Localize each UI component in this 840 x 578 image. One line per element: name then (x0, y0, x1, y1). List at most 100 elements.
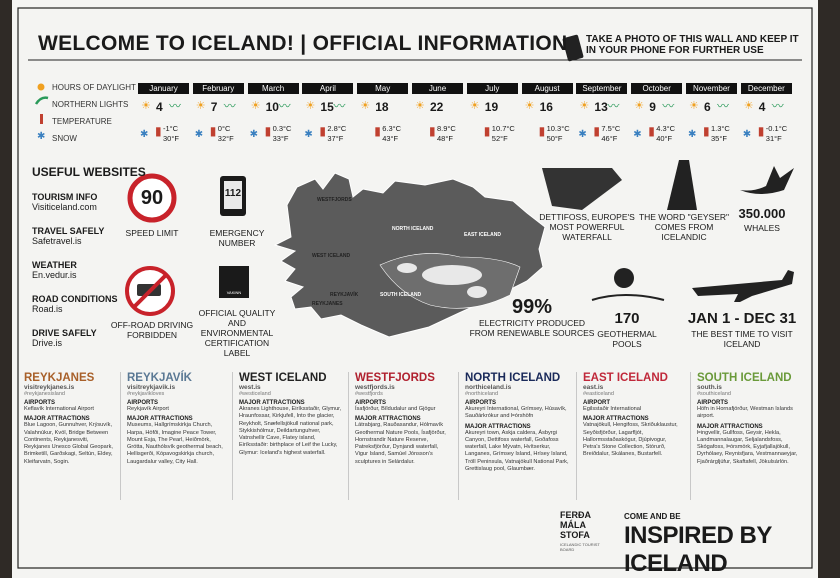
daylight-hours: 10 (265, 100, 279, 114)
region-name: SOUTH ICELAND (697, 372, 792, 384)
daylight-hours: 6 (704, 100, 711, 114)
sun-icon: ☀ (524, 100, 535, 112)
region-site: westfjords.is (355, 384, 395, 391)
title: WELCOME TO ICELAND! | OFFICIAL INFORMATI… (38, 32, 568, 55)
speed-sign: 90 (140, 187, 164, 209)
vakinn-sign: VAKINN (226, 290, 242, 295)
region-name: WEST ICELAND (239, 372, 327, 384)
airports-heading: AIRPORTS (355, 400, 387, 406)
region-column: REYKJAVÍK visitreykjavik.is #reykjaviklove… (120, 372, 232, 500)
visit-label: THE BEST TIME TO VISIT ICELAND (691, 329, 793, 349)
board-sub: ICELANDIC TOURIST BOARD (560, 542, 600, 552)
snow-icon: ✱ (578, 129, 587, 140)
region-column: REYKJANES visitreykjanes.is #reykjanesisla… (18, 372, 120, 500)
month-name: April (302, 83, 354, 94)
northern-lights-icon: 〰 (662, 99, 675, 113)
region-name: WESTFJORDS (355, 372, 435, 384)
region-site: south.is (697, 384, 722, 391)
airports: Ísafjörður, Bíldudalur and Gjögur (355, 406, 436, 412)
legend-item: SNOW (52, 134, 77, 143)
temp-f: 52°F (491, 134, 508, 143)
temp-c: 10.3°C (546, 124, 570, 133)
daylight-hours: 4 (156, 100, 163, 114)
airports-heading: AIRPORTS (24, 400, 56, 406)
month-name: November (686, 83, 737, 94)
temp-c: 0°C (217, 124, 231, 133)
pools-number: 170 (614, 310, 640, 327)
airports: Akureyri International, Grímsey, Húsavík… (465, 406, 567, 420)
region-name: NORTH ICELAND (465, 372, 561, 384)
northern-lights-icon: 〰 (333, 99, 346, 113)
temp-f: 35°F (711, 134, 727, 143)
region-tag: #southiceland (697, 391, 731, 397)
region-site: east.is (583, 384, 604, 391)
legend-item: TEMPERATURE (52, 117, 112, 126)
region-tag: #westfjords (355, 391, 383, 397)
attractions-heading: MAJOR ATTRACTIONS (583, 416, 649, 423)
thermometer-icon: ▮ (319, 124, 326, 138)
fact-dettifoss: DETTIFOSS, EUROPE'S MOST POWERFUL WATERF… (539, 212, 635, 242)
slogan-big: INSPIRED BY ICELAND (624, 522, 772, 577)
sun-icon: ☀ (305, 100, 316, 112)
temp-f: 40°F (656, 134, 673, 143)
slogan-small: COME AND BE (624, 512, 681, 521)
snow-icon: ✱ (249, 129, 258, 140)
legend-item: NORTHERN LIGHTS (52, 100, 129, 109)
website-label: DRIVE SAFELY (32, 328, 97, 338)
region-site: northiceland.is (465, 384, 512, 391)
attractions: Akranes Lighthouse, Eiríksstaðir, Glymur… (239, 406, 342, 456)
snow-icon: ✱ (304, 129, 313, 140)
airports: Keflavík International Airport (24, 406, 94, 412)
vakinn-label: OFFICIAL QUALITY AND ENVIRONMENTAL CERTI… (198, 308, 276, 358)
websites-title: USEFUL WEBSITES (32, 165, 146, 179)
region-tag: #reykjanesisland (24, 391, 65, 397)
temp-c: -0.1°C (765, 124, 788, 133)
thermometer-icon: ▮ (264, 124, 272, 138)
sun-icon: ☀ (469, 100, 480, 112)
sun-icon: ☀ (579, 100, 590, 112)
region-name: REYKJAVÍK (127, 372, 192, 384)
electricity-number: 99% (511, 296, 553, 318)
photo-note: TAKE A PHOTO OF THIS WALL AND KEEP IT IN… (586, 34, 799, 56)
attractions: Þingvellir, Gullfoss, Geysir, Hekla, Lan… (697, 429, 798, 465)
thermometer-icon: ▮ (593, 124, 600, 138)
artwork: ✱ (17, 7, 813, 569)
daylight-hours: 13 (594, 100, 608, 114)
thermometer-icon: ▮ (155, 124, 162, 138)
temp-c: 7.5°C (601, 124, 621, 133)
visit-dates: JAN 1 - DEC 31 (687, 310, 797, 327)
temp-c: 10.7°C (491, 124, 515, 133)
temp-f: 33°F (272, 134, 289, 143)
temp-c: 1.3°C (711, 124, 730, 133)
website-url: Drive.is (32, 338, 63, 348)
attractions-heading: MAJOR ATTRACTIONS (465, 423, 531, 430)
thermometer-icon: ▮ (429, 124, 436, 138)
website-label: TOURISM INFO (32, 192, 98, 202)
board-name: FERÐA MÁLA STOFA (560, 510, 591, 540)
sun-icon: ☀ (141, 100, 151, 112)
attractions-heading: MAJOR ATTRACTIONS (127, 416, 193, 423)
snow-icon: ✱ (194, 129, 204, 140)
sun-icon: ☀ (689, 100, 699, 112)
temp-f: 30°F (163, 134, 179, 143)
snow-icon: ✱ (688, 129, 697, 140)
svg-text:✱: ✱ (37, 131, 45, 142)
poster: ✱ WELCOME TO ICELAND! | OFFICIAL INFORMA… (12, 0, 818, 578)
region-name: EAST ICELAND (583, 372, 668, 384)
daylight-hours: 7 (210, 100, 218, 114)
daylight-hours: 22 (430, 100, 444, 114)
attractions: Akureyri town, Askja caldera, Ásbyrgi Ca… (465, 429, 569, 473)
offroad-label: OFF-ROAD DRIVING FORBIDDEN (110, 320, 194, 340)
website-label: TRAVEL SAFELY (32, 226, 105, 236)
temp-c: 6.3°C (382, 124, 402, 133)
region-tag: #reykjavikloves (127, 391, 165, 397)
sun-icon: ☀ (743, 100, 754, 112)
region-site: west.is (239, 384, 261, 391)
emergency-sign: 112 (224, 188, 242, 199)
month-name: March (247, 83, 299, 94)
sun-icon: ☀ (415, 100, 425, 112)
attractions: Látrabjarg, Rauðasandur, Hólmavík Geothe… (355, 422, 446, 465)
airports-heading: AIRPORT (583, 400, 610, 406)
daylight-hours: 19 (484, 100, 499, 114)
airports-heading: AIRPORTS (697, 400, 729, 406)
